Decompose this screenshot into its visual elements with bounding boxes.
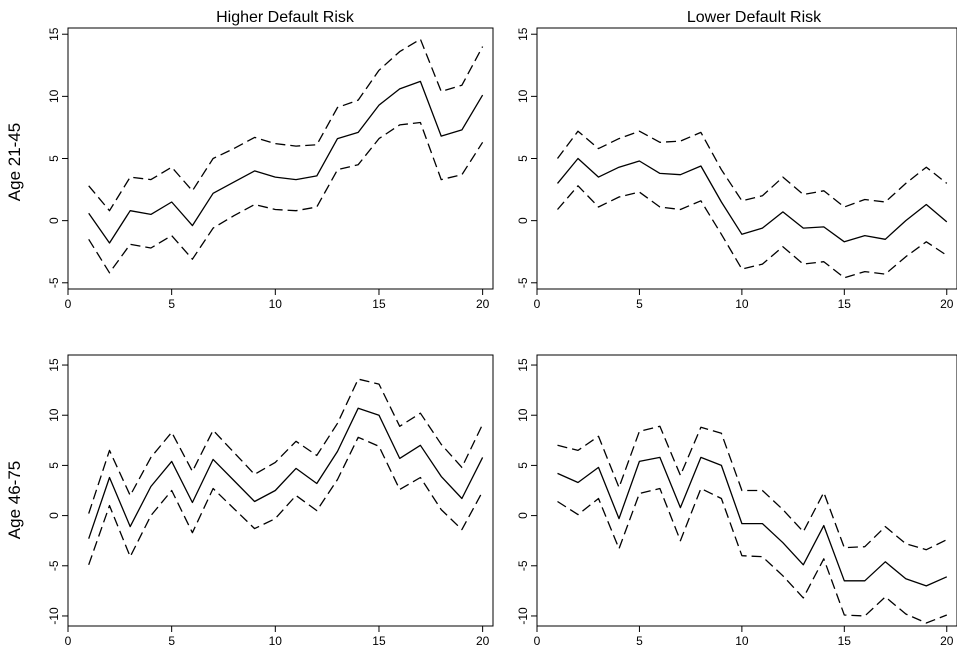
y-tick-label: 5 xyxy=(516,462,530,469)
x-tick-label: 15 xyxy=(838,634,852,648)
plot-region xyxy=(536,27,957,290)
x-tick-label: 20 xyxy=(476,634,490,648)
y-tick-label: 15 xyxy=(516,358,530,372)
row-title-age-46-75: Age 46-75 xyxy=(5,461,24,539)
chart-panels: 0 5 10 15 20 -5 0 5 10 15 0 5 10 15 20 -5 0 5 10 15 0 5 10 15 20… xyxy=(47,27,957,648)
y-tick-label: 10 xyxy=(47,89,61,103)
row-title-age-21-45: Age 21-45 xyxy=(5,123,24,201)
panel-3: 0 5 10 15 20 -10 -5 0 5 10 15 xyxy=(47,354,494,648)
x-tick-label: 5 xyxy=(636,297,643,311)
x-tick-label: 10 xyxy=(269,297,283,311)
y-tick-label: 10 xyxy=(516,408,530,422)
x-tick-label: 0 xyxy=(65,634,72,648)
y-tick-label: -10 xyxy=(516,607,530,625)
upper-bound-line xyxy=(88,378,484,514)
x-tick-label: 10 xyxy=(735,297,749,311)
lower-bound-line xyxy=(88,121,484,274)
x-tick-label: 0 xyxy=(65,297,72,311)
y-tick-label: -5 xyxy=(516,277,530,288)
panel-4: 0 5 10 15 20 -10 -5 0 5 10 15 xyxy=(516,354,957,648)
x-tick-label: 10 xyxy=(735,634,749,648)
x-tick-label: 0 xyxy=(534,297,541,311)
estimate-line xyxy=(556,157,948,243)
x-tick-label: 20 xyxy=(940,634,954,648)
y-tick-label: 0 xyxy=(516,512,530,519)
y-tick-label: 15 xyxy=(516,27,530,41)
plot-region xyxy=(536,354,957,627)
x-tick-label: 10 xyxy=(269,634,283,648)
y-tick-label: 5 xyxy=(47,155,61,162)
y-tick-label: 0 xyxy=(47,512,61,519)
estimate-line xyxy=(88,80,484,244)
upper-bound-line xyxy=(556,130,948,208)
column-title-lower-default-risk: Lower Default Risk xyxy=(687,9,822,26)
column-title-higher-default-risk: Higher Default Risk xyxy=(216,9,355,26)
y-tick-label: -10 xyxy=(47,607,61,625)
x-tick-label: 5 xyxy=(168,634,175,648)
x-tick-label: 5 xyxy=(636,634,643,648)
x-tick-label: 5 xyxy=(168,297,175,311)
upper-bound-line xyxy=(88,38,484,212)
y-tick-label: -5 xyxy=(47,277,61,288)
x-tick-label: 15 xyxy=(372,297,386,311)
estimate-line xyxy=(88,407,484,539)
plot-region xyxy=(67,354,494,627)
upper-bound-line xyxy=(557,425,948,551)
lower-bound-line xyxy=(557,487,948,624)
y-tick-label: 0 xyxy=(516,217,530,224)
estimate-line xyxy=(557,456,948,587)
x-tick-label: 20 xyxy=(476,297,490,311)
panel-1: 0 5 10 15 20 -5 0 5 10 15 xyxy=(47,27,494,311)
x-tick-label: 15 xyxy=(838,297,852,311)
plot-region xyxy=(67,27,494,290)
y-tick-label: 5 xyxy=(47,462,61,469)
y-tick-label: 10 xyxy=(47,408,61,422)
y-tick-label: 15 xyxy=(47,358,61,372)
y-tick-label: 15 xyxy=(47,27,61,41)
y-tick-label: 10 xyxy=(516,89,530,103)
x-tick-label: 15 xyxy=(372,634,386,648)
x-tick-label: 0 xyxy=(534,634,541,648)
x-tick-label: 20 xyxy=(940,297,954,311)
y-tick-label: -5 xyxy=(47,560,61,571)
y-tick-label: 0 xyxy=(47,217,61,224)
y-tick-label: 5 xyxy=(516,155,530,162)
y-tick-label: -5 xyxy=(516,560,530,571)
lower-bound-line xyxy=(557,185,948,279)
lower-bound-line xyxy=(88,436,484,566)
panel-2: 0 5 10 15 20 -5 0 5 10 15 xyxy=(516,27,957,311)
